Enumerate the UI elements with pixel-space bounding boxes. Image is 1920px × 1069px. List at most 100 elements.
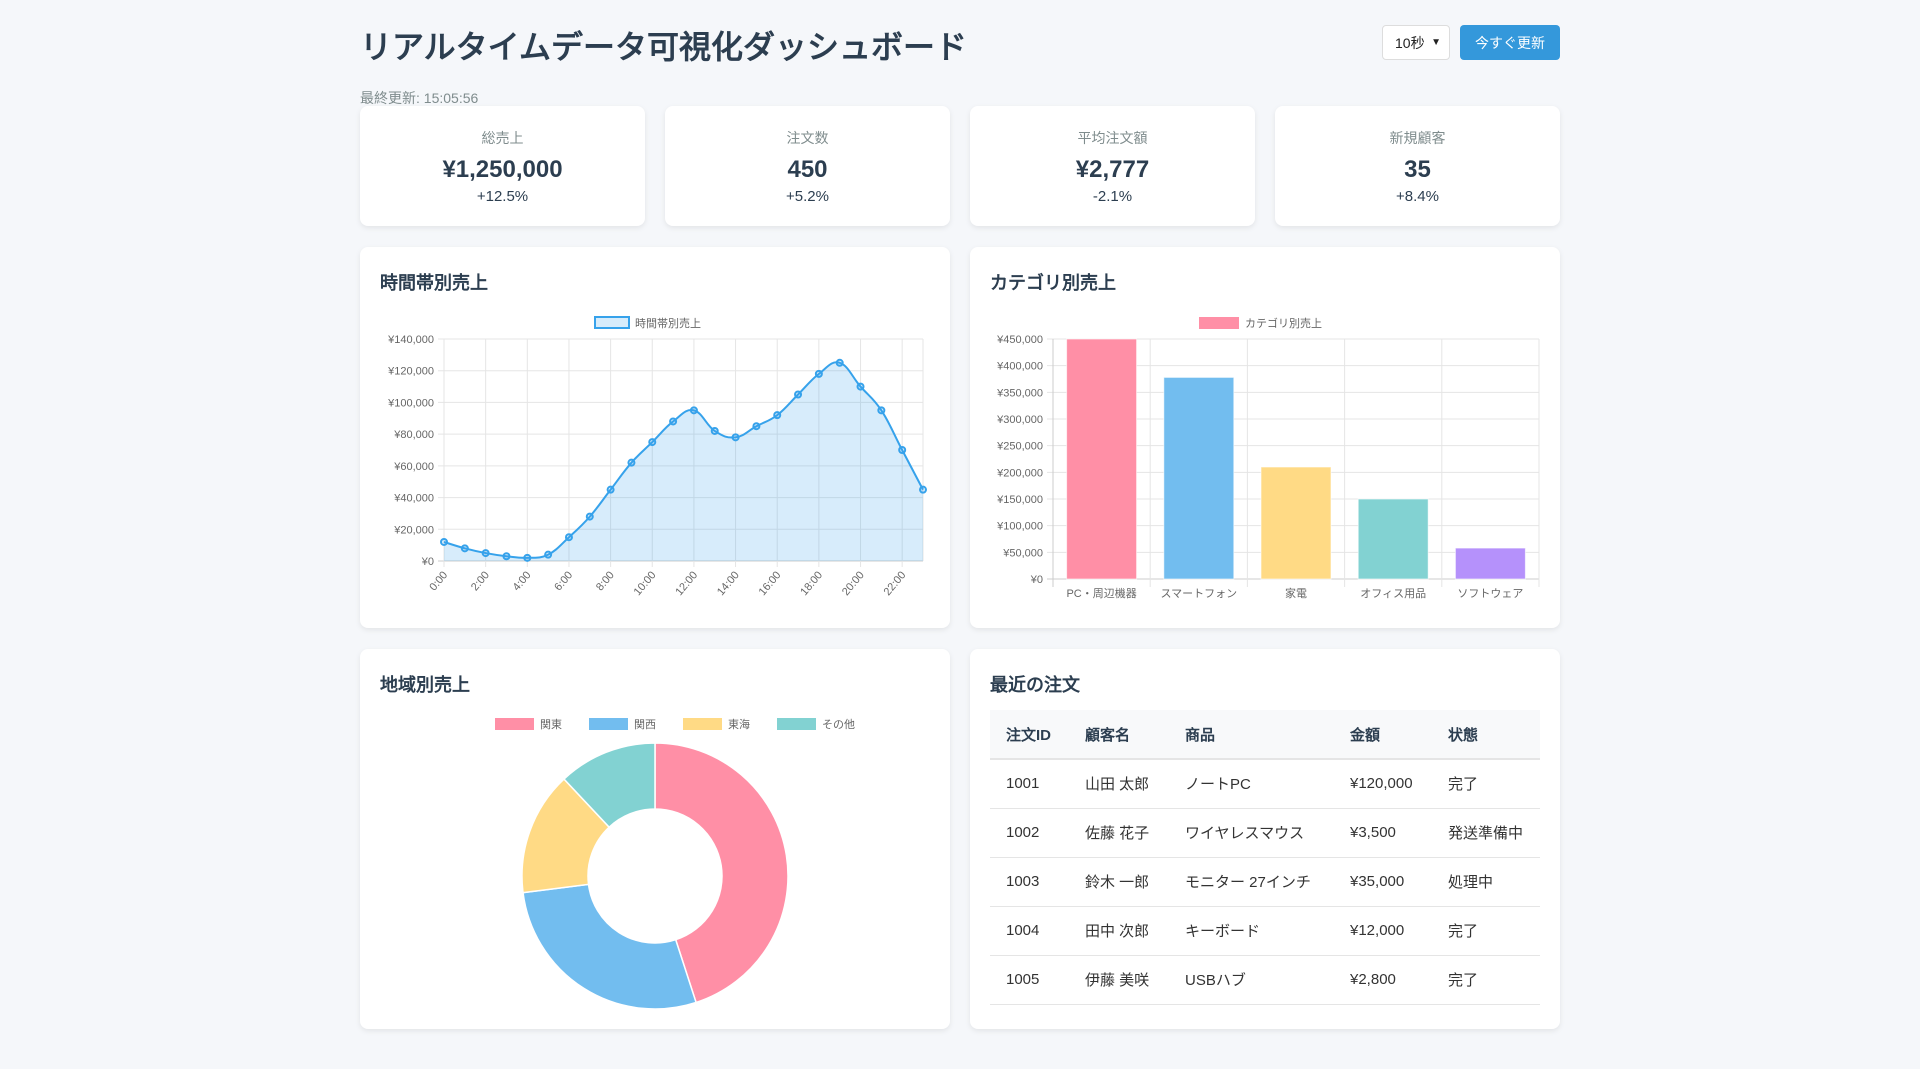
kpi-label: 注文数 — [786, 130, 829, 146]
data-point — [544, 550, 553, 559]
table-cell: 完了 — [1432, 906, 1540, 956]
legend-swatch — [589, 718, 628, 730]
recent-orders-card: 最近の注文 注文ID 顧客名 商品 金額 状態 1001 山田 太郎 ノートPC ¥120,00… — [970, 649, 1560, 1029]
legend-label: 関西 — [634, 718, 656, 731]
table-cell: 処理中 — [1432, 857, 1540, 907]
column-header[interactable]: 顧客名 — [1069, 710, 1169, 760]
table-cell: ¥2,800 — [1334, 955, 1432, 1005]
table-cell: モニター 27インチ — [1169, 857, 1334, 907]
category-sales-card: ¥0 ¥50,000 ¥100,000 ¥150,000 ¥200,000 ¥250,00… — [970, 247, 1560, 628]
table-cell: 伊藤 美咲 — [1069, 955, 1169, 1005]
legend-label: 時間帯別売上 — [635, 317, 701, 330]
chevron-down-icon: ▼ — [1431, 37, 1441, 48]
table-cell: ¥12,000 — [1334, 906, 1432, 956]
donut-slice — [654, 742, 789, 1004]
legend-swatch — [683, 718, 722, 730]
y-tick-label: ¥100,000 — [387, 397, 434, 409]
data-point — [502, 552, 511, 561]
y-tick-label: ¥60,000 — [393, 461, 434, 473]
table-cell: ¥35,000 — [1334, 857, 1432, 907]
kpi-label: 平均注文額 — [1077, 130, 1148, 146]
y-tick-label: ¥120,000 — [387, 366, 434, 378]
donut-slice — [522, 883, 698, 1010]
table-cell: 完了 — [1432, 955, 1540, 1005]
data-point — [877, 406, 886, 415]
y-tick-label: ¥300,000 — [996, 414, 1043, 426]
legend-label: 東海 — [728, 717, 750, 731]
table-cell: 佐藤 花子 — [1069, 808, 1169, 858]
data-point — [898, 446, 907, 454]
data-point — [919, 485, 927, 494]
table-row[interactable]: 1005 伊藤 美咲 USBハブ ¥2,800 完了 — [990, 955, 1540, 1005]
y-tick-label: ¥20,000 — [393, 524, 434, 536]
x-tick-label: スマートフォン — [1160, 588, 1237, 600]
kpi-change: +12.5% — [476, 188, 529, 205]
chart-title: 時間帯別売上 — [380, 273, 488, 293]
category-sales-chart: ¥0 ¥50,000 ¥100,000 ¥150,000 ¥200,000 ¥250,00… — [996, 316, 1540, 600]
y-tick-label: ¥350,000 — [996, 387, 1043, 399]
data-point — [689, 406, 698, 415]
legend-label: 関東 — [540, 718, 562, 731]
table-cell: 完了 — [1432, 759, 1540, 809]
page-title: リアルタイムデータ可視化ダッシュボード — [360, 29, 968, 65]
column-header[interactable]: 注文ID — [990, 710, 1069, 760]
legend-label: カテゴリ別売上 — [1245, 316, 1322, 330]
table-cell: 1005 — [990, 955, 1069, 1005]
x-tick-label: 14:00 — [715, 569, 742, 598]
table-row[interactable]: 1003 鈴木 一郎 モニター 27インチ ¥35,000 処理中 — [990, 857, 1540, 907]
data-point — [564, 533, 573, 542]
table-cell: 山田 太郎 — [1069, 759, 1169, 809]
refresh-now-button[interactable]: 今すぐ更新 — [1460, 25, 1560, 60]
data-point — [752, 422, 761, 431]
legend-label: その他 — [822, 718, 855, 731]
table-cell: 1002 — [990, 808, 1069, 858]
x-tick-label: 6:00 — [552, 569, 575, 593]
kpi-value: ¥1,250,000 — [442, 156, 563, 183]
x-tick-label: 12:00 — [673, 569, 700, 598]
table-row[interactable]: 1004 田中 次郎 キーボード ¥12,000 完了 — [990, 906, 1540, 956]
table-cell: ¥3,500 — [1334, 808, 1432, 858]
bar — [1357, 498, 1429, 580]
table-cell: 1004 — [990, 906, 1069, 956]
data-point — [648, 438, 657, 447]
kpi-label: 総売上 — [481, 130, 524, 146]
column-header[interactable]: 金額 — [1334, 710, 1432, 760]
column-header[interactable]: 状態 — [1432, 710, 1540, 760]
area-fill — [444, 362, 923, 561]
data-point — [606, 485, 615, 494]
table-row[interactable]: 1002 佐藤 花子 ワイヤレスマウス ¥3,500 発送準備中 — [990, 808, 1540, 858]
column-header[interactable]: 商品 — [1169, 710, 1334, 760]
data-point — [835, 358, 844, 367]
legend-swatch — [777, 718, 816, 730]
kpi-card-new-customers: 新規顧客 35 +8.4% — [1275, 106, 1560, 226]
x-tick-label: 0:00 — [427, 569, 450, 593]
x-tick-label: 4:00 — [511, 569, 534, 593]
legend-swatch — [495, 718, 534, 730]
data-point — [794, 390, 803, 399]
hourly-sales-card: ¥0 ¥20,000 ¥40,000 ¥60,000 ¥80,000 ¥100,000 ¥1… — [360, 247, 950, 628]
x-tick-label: PC・周辺機器 — [1066, 586, 1136, 600]
x-tick-label: 8:00 — [594, 569, 617, 593]
kpi-card-total-sales: 総売上 ¥1,250,000 +12.5% — [360, 106, 645, 226]
x-tick-label: 10:00 — [632, 569, 659, 598]
y-tick-label: ¥100,000 — [996, 521, 1043, 533]
x-tick-label: 2:00 — [469, 569, 492, 593]
data-point — [585, 512, 594, 521]
bar — [1260, 466, 1332, 580]
data-point — [669, 417, 678, 426]
kpi-change: -2.1% — [1092, 188, 1133, 205]
y-tick-label: ¥0 — [1030, 574, 1043, 586]
data-point — [440, 537, 448, 546]
data-point — [460, 544, 469, 553]
x-tick-label: 22:00 — [882, 569, 909, 598]
data-point — [773, 411, 782, 420]
interval-select[interactable]: 10秒 ▼ — [1382, 25, 1450, 60]
x-tick-label: ソフトウェア — [1457, 587, 1523, 600]
table-cell: 発送準備中 — [1432, 808, 1540, 858]
chart-title: カテゴリ別売上 — [990, 273, 1116, 293]
y-tick-label: ¥140,000 — [387, 334, 434, 346]
table-cell: キーボード — [1169, 906, 1334, 956]
y-tick-label: ¥450,000 — [996, 334, 1043, 346]
bar — [1454, 547, 1526, 580]
table-row[interactable]: 1001 山田 太郎 ノートPC ¥120,000 完了 — [990, 759, 1540, 809]
